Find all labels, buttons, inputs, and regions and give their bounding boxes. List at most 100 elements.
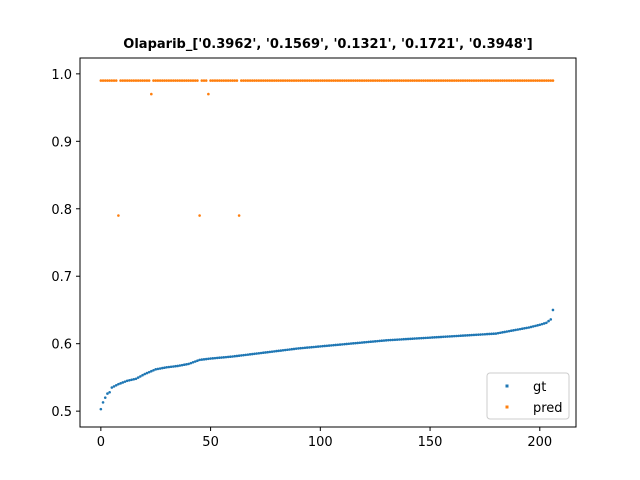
pred-point — [248, 79, 252, 82]
series-pred — [99, 79, 555, 217]
gt-point — [154, 368, 158, 371]
gt-point — [130, 378, 133, 382]
pred-point — [509, 79, 513, 82]
pred-point — [268, 79, 272, 82]
gt-point — [516, 328, 520, 331]
pred-point — [139, 79, 142, 82]
gt-point — [547, 319, 550, 323]
x-tick-label: 150 — [418, 435, 443, 450]
pred-point — [470, 79, 474, 82]
pred-point — [169, 79, 173, 82]
y-axis: 0.5 0.6 0.7 0.8 0.9 1.0 — [51, 68, 80, 420]
pred-point — [531, 79, 535, 82]
gt-point — [459, 334, 463, 338]
pred-point — [176, 79, 179, 82]
gt-point — [264, 351, 267, 354]
pred-point — [351, 79, 355, 82]
pred-point — [488, 79, 491, 82]
gt-point — [198, 358, 201, 362]
gt-point — [171, 365, 175, 368]
pred-point — [112, 79, 116, 82]
pred-point — [505, 79, 509, 82]
gt-point — [426, 336, 430, 340]
pred-point — [514, 79, 517, 82]
pred-point — [128, 79, 131, 82]
gt-point — [501, 331, 504, 334]
pred-point — [211, 79, 215, 82]
gt-point — [272, 350, 276, 353]
gt-point — [340, 343, 344, 346]
x-tick-label: 0 — [97, 435, 105, 450]
gt-point — [380, 339, 384, 343]
gt-point — [417, 336, 421, 340]
gt-point — [294, 347, 298, 350]
gt-point — [345, 342, 348, 346]
gt-point — [389, 338, 392, 342]
gt-point — [551, 308, 555, 312]
pred-point — [250, 79, 254, 82]
pred-point — [461, 79, 465, 82]
gt-point — [466, 334, 469, 337]
pred-point — [226, 79, 230, 82]
pred-point — [450, 79, 454, 82]
y-tick-label: 0.9 — [51, 135, 72, 150]
pred-point — [180, 79, 184, 82]
gt-point — [301, 346, 305, 350]
pred-point — [171, 79, 175, 82]
pred-point — [264, 79, 267, 82]
gt-point — [332, 343, 335, 347]
gt-point — [259, 351, 263, 355]
pred-point — [125, 79, 129, 82]
pred-point — [492, 79, 495, 82]
pred-point — [145, 79, 149, 82]
gt-point — [196, 359, 199, 362]
gt-point — [244, 353, 247, 357]
pred-point — [444, 79, 447, 82]
pred-point — [466, 79, 469, 82]
gt-point — [371, 340, 375, 343]
pred-point — [358, 79, 362, 82]
gt-point — [178, 364, 182, 367]
pred-point — [536, 79, 539, 82]
gt-point — [347, 342, 351, 346]
gt-point — [488, 332, 491, 336]
pred-point — [319, 79, 322, 82]
pred-point — [297, 79, 300, 82]
gt-point — [283, 348, 287, 352]
gt-point — [444, 335, 447, 338]
gt-point — [457, 334, 460, 338]
pred-point — [483, 79, 487, 82]
pred-point — [332, 79, 335, 82]
pred-point — [516, 79, 520, 82]
pred-point — [270, 79, 274, 82]
gt-point — [158, 367, 162, 370]
gt-point — [275, 349, 278, 353]
gt-point — [240, 354, 243, 357]
pred-point — [215, 79, 219, 82]
gt-point — [479, 333, 482, 336]
gt-point — [310, 345, 313, 349]
pred-point — [147, 79, 151, 82]
gt-point — [354, 341, 357, 345]
pred-point — [398, 79, 401, 82]
pred-point — [490, 79, 493, 82]
gt-point — [424, 336, 427, 340]
pred-point — [367, 79, 370, 82]
pred-point — [349, 79, 353, 82]
gt-point — [409, 337, 412, 341]
pred-point — [411, 79, 414, 82]
gt-point — [292, 347, 296, 351]
pred-point — [196, 79, 199, 82]
pred-point — [272, 79, 276, 82]
gt-point — [103, 396, 107, 399]
pred-point — [448, 79, 452, 82]
gt-point — [143, 372, 147, 376]
pred-point — [218, 79, 221, 82]
pred-point — [468, 79, 471, 82]
pred-point — [549, 79, 553, 82]
pred-point — [474, 79, 478, 82]
pred-point — [369, 79, 373, 82]
gt-point — [248, 353, 252, 356]
gt-point — [490, 332, 493, 336]
pred-point — [380, 79, 384, 82]
